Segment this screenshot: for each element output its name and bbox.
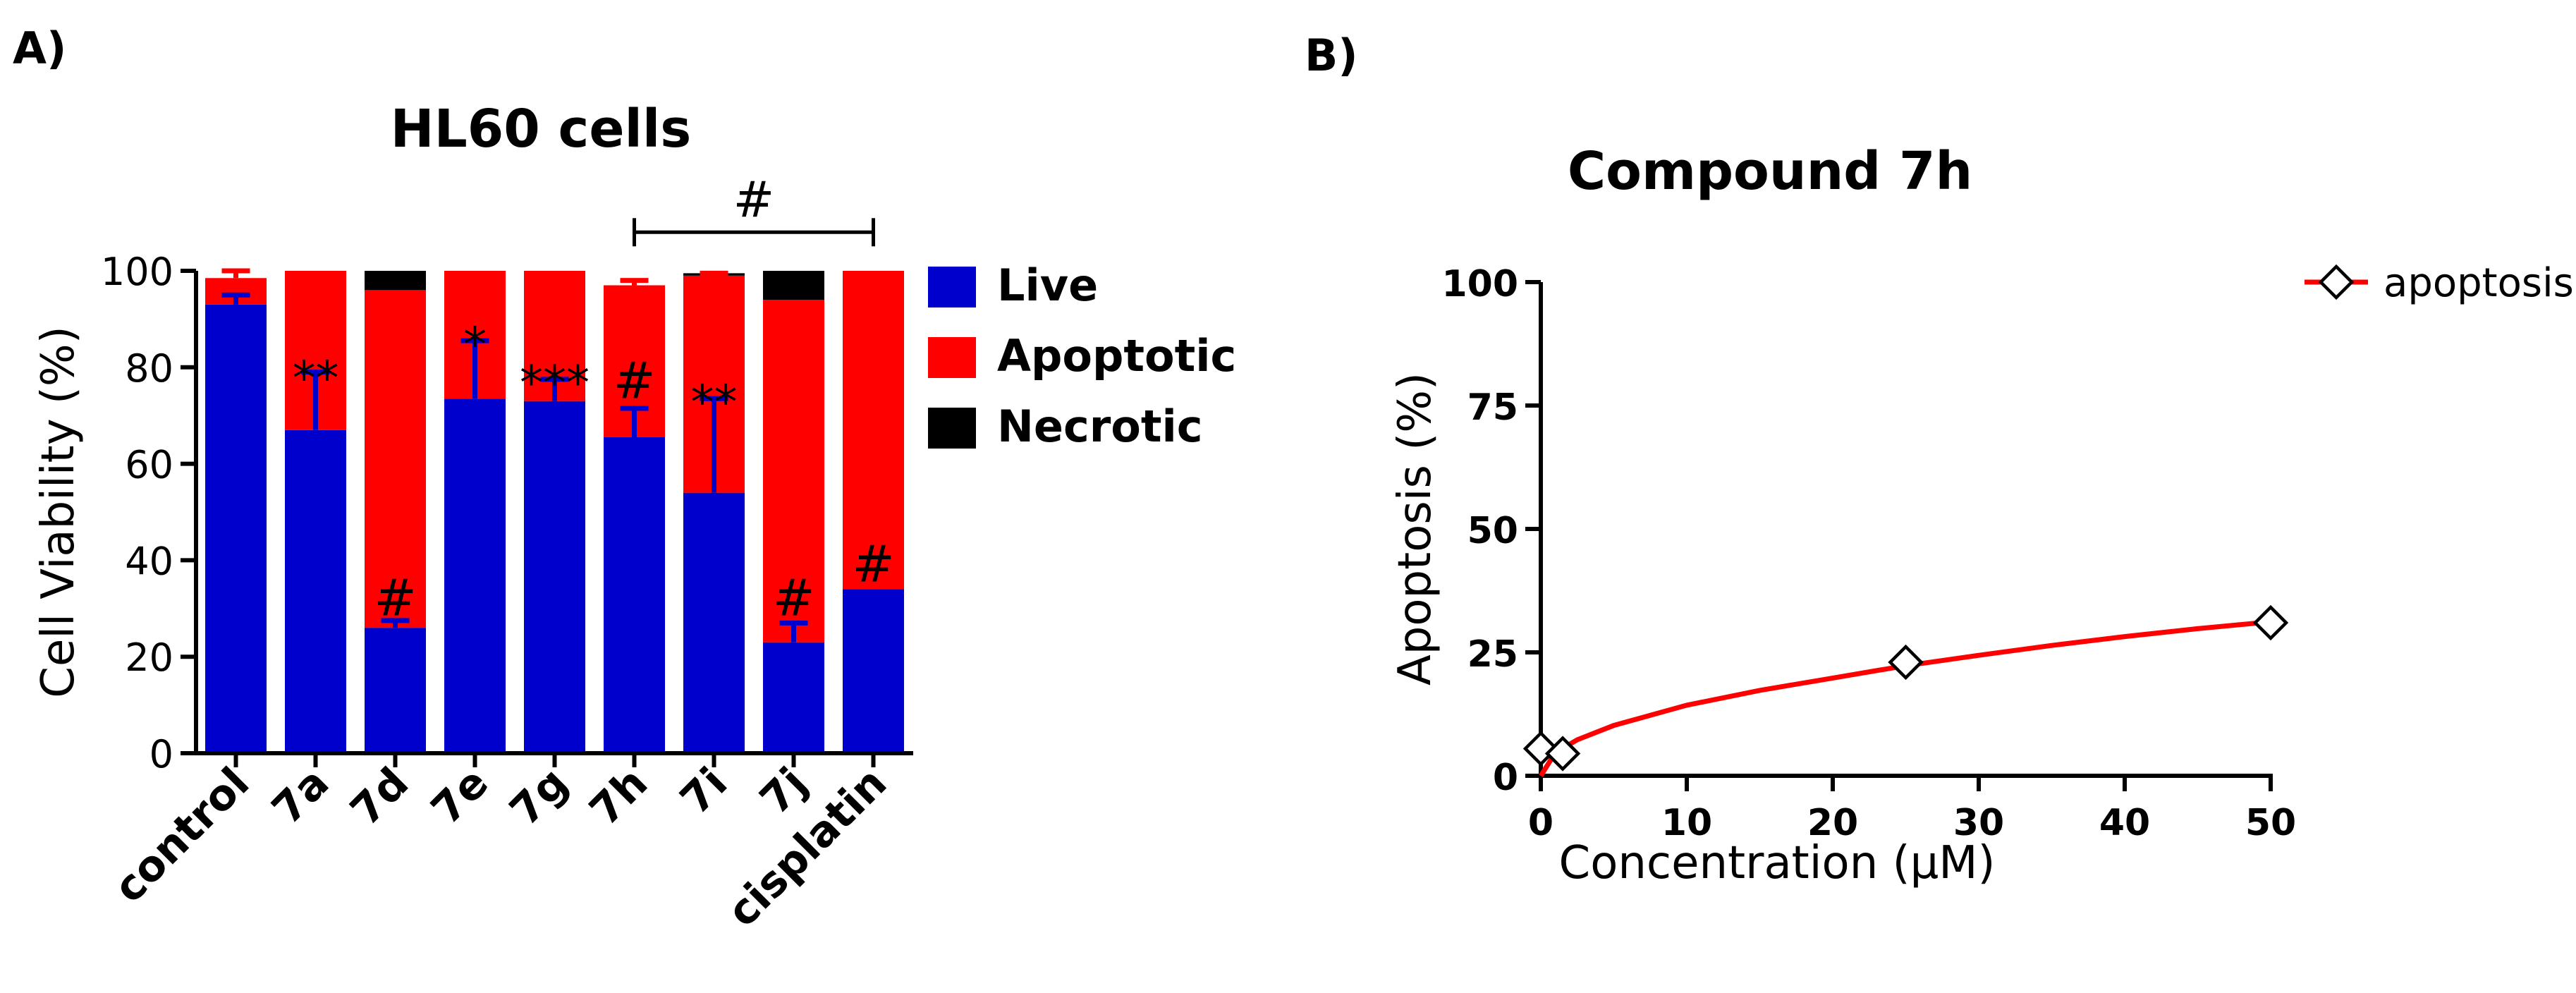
legend-swatch-necrotic	[928, 408, 976, 449]
legend-label-necrotic: Necrotic	[997, 401, 1203, 452]
x-tick-label-7a: 7a	[262, 758, 338, 834]
bar-live-7g	[523, 401, 586, 753]
chart-a-y-axis-label: Cell Viability (%)	[32, 326, 85, 697]
legend-swatch-apoptotic	[928, 337, 976, 378]
chart-b-axes	[1539, 282, 2273, 778]
bar-live-7i	[683, 492, 745, 753]
y-tick-label-100: 100	[1441, 263, 1518, 305]
chart-b-legend: apoptosis	[2305, 260, 2574, 306]
bar-apoptotic-7j	[762, 300, 825, 642]
chart-b-x-axis-label: Concentration (μM)	[1559, 837, 1996, 889]
legend-marker-apoptosis	[2318, 264, 2355, 300]
panel-b-label: B)	[1305, 30, 1358, 81]
y-tick-label-75: 75	[1467, 386, 1518, 429]
chart-a-bars	[205, 271, 905, 753]
data-point-1	[1544, 736, 1581, 772]
legend-label-apoptotic: Apoptotic	[997, 330, 1236, 382]
panel-b: B) Compound 7h Apoptosis (%) Concentrati…	[1305, 30, 2574, 889]
chart-b-y-axis-label: Apoptosis (%)	[1389, 372, 1441, 686]
bar-live-7e	[444, 398, 506, 753]
chart-a-y-ticks: 0 20 40 60 80 100	[101, 250, 196, 776]
fit-curve-apoptosis	[1539, 619, 2271, 777]
y-tick-label-25: 25	[1467, 633, 1518, 676]
bar-live-cisplatin	[842, 589, 905, 753]
x-tick-label-30: 30	[1953, 802, 2004, 844]
x-tick-label-20: 20	[1807, 802, 1858, 844]
panel-a-label: A)	[13, 23, 66, 74]
y-tick-label-20: 20	[125, 635, 173, 680]
chart-a-axes	[194, 271, 913, 755]
significance-mark-7g: ***	[520, 356, 590, 410]
bar-live-7j	[762, 642, 825, 753]
y-tick-label-80: 80	[125, 346, 173, 391]
bracket-label: #	[733, 171, 775, 229]
y-tick-label-60: 60	[125, 443, 173, 487]
y-tick-label-50: 50	[1467, 510, 1518, 552]
significance-mark-7e: *	[463, 317, 487, 372]
x-tick-label-7e: 7e	[422, 758, 498, 834]
significance-mark-7a: **	[293, 351, 339, 406]
y-tick-label-0: 0	[149, 732, 173, 776]
legend-label-live: Live	[997, 260, 1098, 311]
bar-apoptotic-cisplatin	[842, 271, 905, 590]
x-tick-label-7i: 7i	[671, 758, 738, 824]
chart-a-legend: Live Apoptotic Necrotic	[928, 260, 1236, 452]
significance-mark-7j: #	[772, 568, 814, 627]
chart-b-title: Compound 7h	[1568, 141, 1972, 202]
significance-mark-7h: #	[613, 351, 655, 410]
chart-b-y-ticks: 0 25 50 75 100	[1441, 263, 1541, 799]
panel-a: A) HL60 cells Cell Viability (%) 0 20 40 60…	[13, 23, 1236, 937]
x-tick-label-50: 50	[2245, 802, 2296, 844]
x-tick-label-0: 0	[1528, 802, 1553, 844]
chart-a-title: HL60 cells	[391, 99, 692, 159]
chart-a-significance-marks: **#**** # **##	[293, 317, 895, 628]
data-point-2	[1888, 644, 1924, 681]
x-tick-label-7h: 7h	[580, 758, 657, 835]
x-tick-label-40: 40	[2099, 802, 2150, 844]
y-tick-label-40: 40	[125, 539, 173, 583]
chart-b-series	[1522, 604, 2289, 777]
bar-apoptotic-7d	[364, 290, 427, 628]
x-tick-label-7g: 7g	[501, 758, 578, 835]
y-tick-label-100: 100	[101, 250, 173, 294]
bar-live-control	[205, 304, 267, 753]
x-tick-label-10: 10	[1661, 802, 1712, 844]
chart-a-bracket: #	[633, 171, 875, 247]
bar-live-7a	[284, 430, 347, 753]
legend-label-apoptosis: apoptosis	[2383, 260, 2574, 306]
bar-live-7h	[603, 437, 666, 753]
significance-mark-cisplatin: #	[852, 535, 894, 594]
x-tick-label-control: control	[104, 758, 259, 913]
bar-live-7d	[364, 628, 427, 753]
y-tick-label-0: 0	[1493, 757, 1518, 799]
chart-b-x-ticks: 0 10 20 30 40 50	[1528, 776, 2296, 844]
chart-a-error-bars	[221, 268, 808, 642]
significance-mark-7i: **	[691, 375, 738, 430]
legend-swatch-live	[928, 267, 976, 307]
significance-mark-7d: #	[374, 568, 416, 627]
data-point-3	[2252, 604, 2289, 641]
x-tick-label-7d: 7d	[341, 758, 418, 835]
